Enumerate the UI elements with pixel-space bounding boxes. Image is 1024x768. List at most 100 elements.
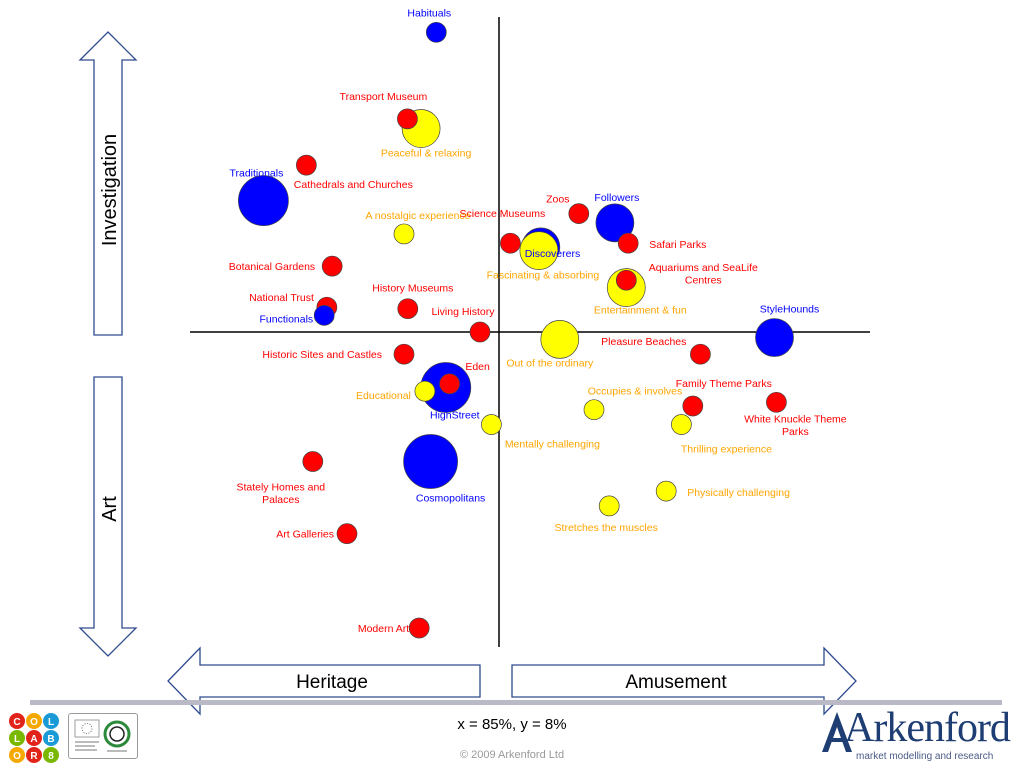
label-history-museums: History Museums [372,283,453,295]
label-family-theme-parks: Family Theme Parks [676,378,772,390]
point-pleasure-beaches [690,343,711,365]
label-eden: Eden [465,361,490,373]
label-habituals: Habituals [407,7,451,19]
label-transport-museum: Transport Museum [340,91,428,103]
collab-dot [26,713,42,729]
label-occupies-and-involves: Occupies & involves [588,386,683,398]
point-art-galleries [336,523,358,545]
point-fascinating-and-absorbing [519,231,559,270]
amusement-arrow: Amusement [511,646,857,716]
label-art-galleries: Art Galleries [276,529,334,541]
label-functionals: Functionals [259,313,313,325]
label-peaceful-and-relaxing: Peaceful & relaxing [381,148,472,160]
investigation-label: Investigation [99,134,121,246]
label-national-trust: National Trust [249,292,314,304]
collab-letter: 8 [48,751,54,762]
point-transport-museum [397,108,418,130]
label-cosmopolitans: Cosmopolitans [416,493,485,505]
footer-divider [30,700,1002,705]
collab-dot [26,730,42,746]
point-safari-parks [617,232,639,254]
art-label: Art [99,496,121,522]
point-stretches-the-muscles [598,495,620,517]
point-family-theme-parks [682,395,704,417]
collab-dot [43,713,59,729]
point-zoos [568,203,590,224]
point-eden [439,373,460,395]
label-white-knuckle-theme-parks: White Knuckle Theme Parks [744,413,847,438]
heritage-label: Heritage [296,672,368,693]
label-living-history: Living History [431,306,495,318]
label-stately-homes-and-palaces: Stately Homes and Palaces [236,482,325,507]
eu-flag-icon [74,719,131,752]
point-labels: Transport Museum Cathedrals and Churches B… [229,7,847,635]
point-followers [595,203,635,243]
collab-letter: C [13,717,20,728]
label-aquariums-and-sealife-centres: Aquariums and SeaLife Centres [649,262,758,287]
point-stately-homes-and-palaces [302,451,324,472]
label-pleasure-beaches: Pleasure Beaches [601,336,686,348]
collab-logo: C O LL A BO R 8 [9,713,59,763]
investigation-arrow: Investigation [78,31,138,336]
collab-letter: A [30,734,37,745]
label-thrilling-experience: Thrilling experience [681,444,772,456]
arkenford-wordmark: Arkenford [844,705,1011,751]
point-historic-sites-and-castles [393,343,415,365]
point-occupies-and-involves [583,399,605,421]
label-traditionals: Traditionals [229,168,283,180]
scatter-points [238,21,794,639]
label-mentally-challenging: Mentally challenging [505,439,600,451]
label-zoos: Zoos [546,194,569,206]
collab-letter: R [30,751,38,762]
point-out-of-the-ordinary [540,320,580,359]
collab-dot [43,730,59,746]
label-historic-sites-and-castles: Historic Sites and Castles [262,349,382,361]
label-stretches-the-muscles: Stretches the muscles [555,522,658,534]
point-cathedrals-and-churches [295,154,317,176]
label-discoverers: Discoverers [525,248,580,260]
label-botanical-gardens: Botanical Gardens [229,261,315,273]
label-entertainment-and-fun: Entertainment & fun [594,305,687,317]
point-white-knuckle-theme-parks [766,391,787,413]
point-traditionals [238,175,289,226]
point-aquariums-and-sealife-centres [615,269,637,291]
collab-letter: B [47,734,54,745]
collab-letter: L [14,734,20,745]
label-educational: Educational [356,390,411,402]
point-stylehounds [755,318,794,357]
label-a-nostalgic-experience: A nostalgic experience [365,210,470,222]
label-science-museums: Science Museums [460,208,546,220]
label-highstreet: HighStreet [430,410,480,422]
collab-letter: L [48,717,54,728]
label-safari-parks: Safari Parks [649,239,706,251]
collab-dot [43,747,59,763]
label-out-of-the-ordinary: Out of the ordinary [506,357,594,369]
amusement-label: Amusement [625,672,727,693]
point-mentally-challenging [481,414,502,435]
label-followers: Followers [594,192,639,204]
label-stylehounds: StyleHounds [760,304,820,316]
label-physically-challenging: Physically challenging [687,487,790,499]
arkenford-logo: Arkenford market modelling and research [820,705,1011,764]
heritage-arrow: Heritage [167,646,481,716]
collab-dot [9,713,25,729]
point-habituals [425,21,447,43]
collab-dot [9,730,25,746]
label-fascinating-and-absorbing: Fascinating & absorbing [487,270,600,282]
point-history-museums [397,298,419,320]
collab-letter: O [30,717,38,728]
variance-readout: x = 85%, y = 8% [457,716,567,733]
point-functionals [313,305,335,326]
point-cosmopolitans [403,434,458,489]
point-science-museums [500,232,521,254]
point-physically-challenging [655,480,677,502]
arkenford-tagline: market modelling and research [856,751,994,762]
point-botanical-gardens [321,255,343,277]
point-educational [414,380,436,402]
label-cathedrals-and-churches: Cathedrals and Churches [294,179,413,191]
collab-dot [9,747,25,763]
collab-letter: O [13,751,21,762]
point-thrilling-experience [671,414,692,435]
arkenford-a-icon [822,712,852,752]
